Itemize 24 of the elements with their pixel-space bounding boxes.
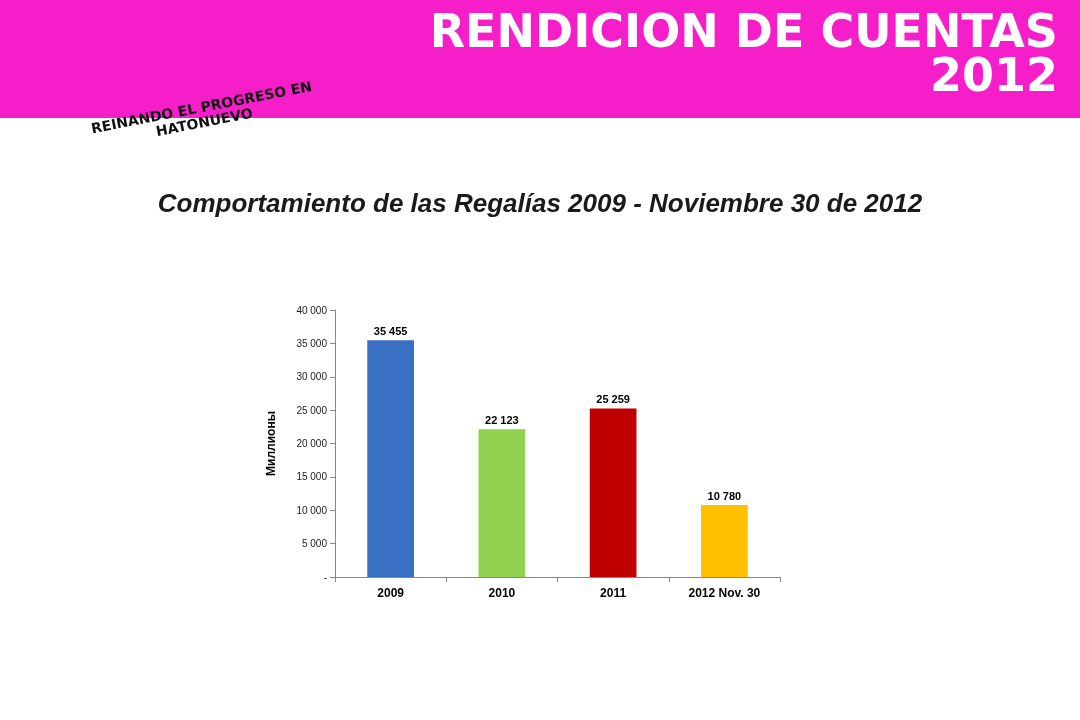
y-tick-label: 20 000 xyxy=(296,438,328,449)
y-tick-label: 40 000 xyxy=(296,304,328,316)
bar xyxy=(478,429,526,577)
data-label: 25 259 xyxy=(596,392,630,405)
chart-title: Comportamiento de las Regalías 2009 - Noviembre 30 de 2012 xyxy=(156,188,924,219)
text: 2012 xyxy=(929,48,1058,102)
data-label: 10 780 xyxy=(707,489,742,502)
bar xyxy=(701,505,748,577)
y-axis-title: Миллионы xyxy=(264,411,278,476)
bar xyxy=(589,408,637,577)
y-tick-label: 10 000 xyxy=(296,504,328,516)
y-tick-label: 5 000 xyxy=(301,538,328,550)
data-label: 22 123 xyxy=(485,413,519,426)
y-tick-label: 25 000 xyxy=(296,404,328,416)
y-tick-label: 35 000 xyxy=(296,337,328,349)
y-tick-label: 15 000 xyxy=(296,471,328,483)
y-tick-label: 30 000 xyxy=(296,371,328,383)
bar xyxy=(367,340,414,577)
data-label: 35 455 xyxy=(373,324,408,337)
y-tick-label: - xyxy=(323,571,327,583)
x-tick-label: 2009 xyxy=(377,586,405,600)
x-tick-label: 2010 xyxy=(488,586,516,600)
x-tick-label: 2011 xyxy=(600,586,627,600)
x-tick-label: 2012 Nov. 30 xyxy=(688,586,761,600)
